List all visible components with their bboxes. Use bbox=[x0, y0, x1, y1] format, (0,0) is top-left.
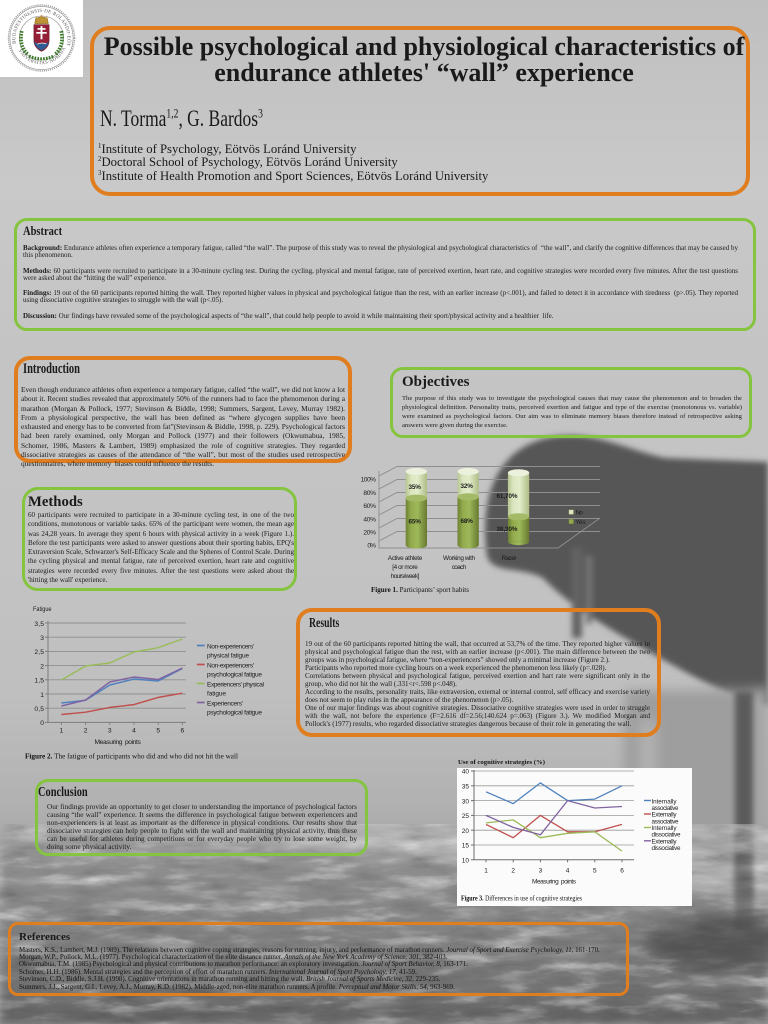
svg-text:psychological fatigue: psychological fatigue bbox=[207, 672, 262, 679]
svg-text:4: 4 bbox=[566, 868, 570, 875]
svg-text:Yes: Yes bbox=[576, 519, 586, 526]
svg-text:3,5: 3,5 bbox=[34, 621, 44, 628]
svg-text:35: 35 bbox=[462, 784, 470, 791]
svg-text:Fatigue: Fatigue bbox=[33, 606, 52, 613]
svg-text:40: 40 bbox=[462, 769, 470, 776]
svg-text:Figure 2. The fatigue of parti: Figure 2. The fatigue of participants wh… bbox=[25, 753, 238, 761]
svg-text:2: 2 bbox=[511, 868, 515, 875]
svg-text:38,30%: 38,30% bbox=[497, 526, 518, 533]
svg-text:Figure 1. Participants’ sport: Figure 1. Participants’ sport habits bbox=[371, 585, 469, 594]
svg-text:1,5: 1,5 bbox=[34, 678, 44, 685]
svg-text:80%: 80% bbox=[363, 490, 376, 497]
svg-text:61,70%: 61,70% bbox=[497, 493, 518, 500]
svg-text:5: 5 bbox=[593, 868, 597, 875]
svg-text:2: 2 bbox=[84, 728, 88, 735]
svg-text:60%: 60% bbox=[363, 503, 376, 510]
svg-text:Working with: Working with bbox=[443, 555, 475, 562]
svg-text:Racer: Racer bbox=[502, 555, 518, 562]
svg-text:100%: 100% bbox=[361, 477, 377, 484]
svg-text:1: 1 bbox=[40, 692, 44, 699]
svg-text:3: 3 bbox=[108, 728, 112, 735]
svg-text:Use of cognitive strategies (%: Use of cognitive strategies (%) bbox=[458, 759, 545, 766]
svg-text:25: 25 bbox=[462, 813, 470, 820]
svg-text:dissociative: dissociative bbox=[652, 845, 681, 852]
svg-text:Experiencers' physical: Experiencers' physical bbox=[207, 681, 265, 688]
svg-text:Non-experiencers': Non-experiencers' bbox=[207, 643, 254, 650]
svg-text:65%: 65% bbox=[409, 519, 422, 526]
svg-text:Active athlete: Active athlete bbox=[388, 555, 423, 562]
svg-text:Non-experiencers': Non-experiencers' bbox=[207, 662, 254, 669]
svg-text:Externally: Externally bbox=[652, 839, 678, 846]
svg-text:30: 30 bbox=[462, 798, 470, 805]
svg-text:20: 20 bbox=[462, 828, 470, 835]
svg-text:3: 3 bbox=[539, 868, 543, 875]
svg-text:Experiencers': Experiencers' bbox=[207, 700, 243, 707]
svg-text:68%: 68% bbox=[461, 518, 474, 525]
svg-text:associative: associative bbox=[652, 805, 679, 812]
svg-text:2,5: 2,5 bbox=[34, 649, 44, 656]
svg-text:Internally: Internally bbox=[652, 825, 678, 832]
svg-text:4: 4 bbox=[132, 728, 136, 735]
svg-text:0: 0 bbox=[40, 720, 44, 727]
svg-text:Figure 3. Differences in use o: Figure 3. Differences in use of cognitiv… bbox=[461, 896, 582, 903]
svg-text:20%: 20% bbox=[363, 530, 376, 537]
svg-text:15: 15 bbox=[462, 843, 470, 850]
svg-text:35%: 35% bbox=[409, 484, 422, 491]
svg-text:physical fatigue: physical fatigue bbox=[207, 653, 249, 660]
svg-text:1: 1 bbox=[60, 728, 64, 735]
svg-text:10: 10 bbox=[462, 858, 470, 865]
svg-text:Externally: Externally bbox=[652, 812, 678, 819]
svg-text:associative: associative bbox=[652, 818, 679, 825]
svg-text:dissociative: dissociative bbox=[652, 832, 681, 839]
svg-text:hours/week]: hours/week] bbox=[391, 573, 420, 580]
svg-text:32%: 32% bbox=[461, 483, 474, 490]
svg-text:Internally: Internally bbox=[652, 798, 678, 805]
svg-text:psychological fatigue: psychological fatigue bbox=[207, 710, 262, 717]
svg-text:6: 6 bbox=[620, 868, 624, 875]
svg-text:2: 2 bbox=[40, 663, 44, 670]
svg-text:6: 6 bbox=[181, 728, 185, 735]
svg-text:0%: 0% bbox=[367, 543, 376, 550]
svg-text:3: 3 bbox=[40, 635, 44, 642]
svg-text:coach: coach bbox=[452, 564, 467, 571]
svg-text:5: 5 bbox=[156, 728, 160, 735]
svg-text:fatigue: fatigue bbox=[207, 691, 226, 698]
svg-text:0,5: 0,5 bbox=[34, 706, 44, 713]
svg-text:Measuring points: Measuring points bbox=[95, 739, 142, 746]
svg-text:1: 1 bbox=[484, 868, 488, 875]
svg-text:[4 or more: [4 or more bbox=[392, 564, 418, 571]
svg-text:No: No bbox=[576, 510, 584, 517]
svg-text:Measuring points: Measuring points bbox=[532, 879, 577, 886]
svg-text:40%: 40% bbox=[363, 516, 376, 523]
